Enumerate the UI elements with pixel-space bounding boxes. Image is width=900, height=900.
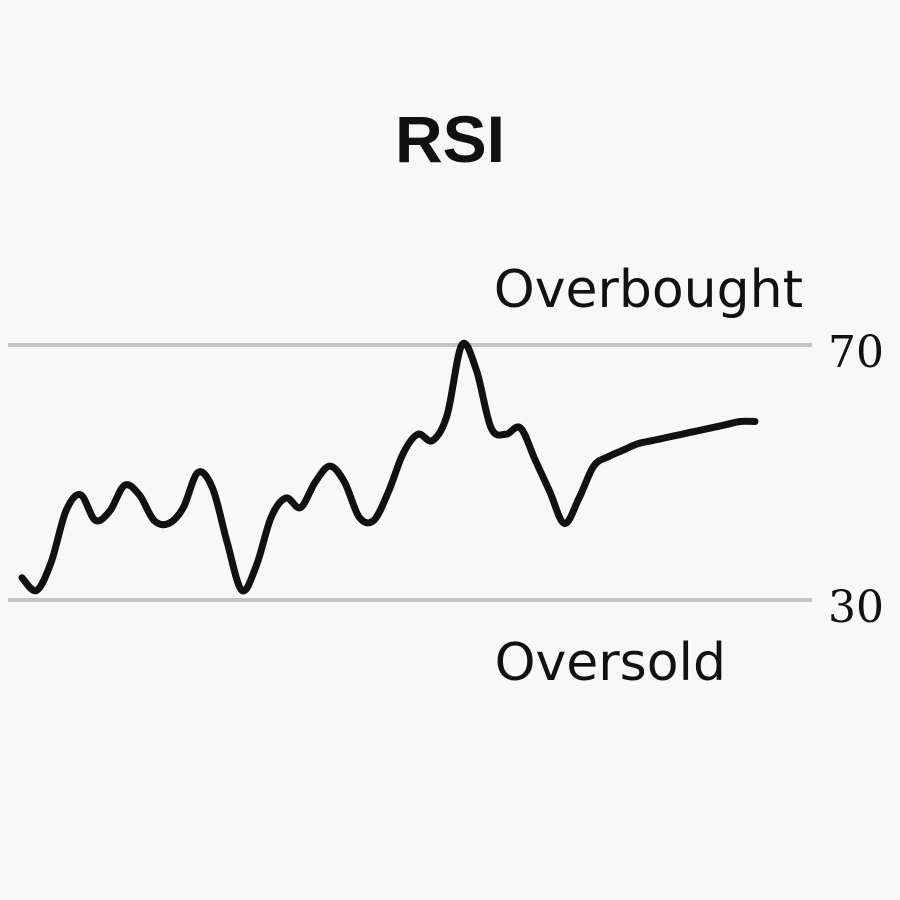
rsi-series-line — [18, 339, 759, 595]
tick-label-70: 70 — [828, 327, 884, 378]
threshold-levels: 70 Overbought 30 Oversold — [8, 260, 884, 693]
zone-label-overbought: Overbought — [494, 260, 803, 320]
series-group — [18, 339, 759, 595]
chart-title: RSI — [395, 102, 505, 176]
zone-label-oversold: Oversold — [495, 633, 726, 693]
tick-label-30: 30 — [828, 582, 884, 633]
